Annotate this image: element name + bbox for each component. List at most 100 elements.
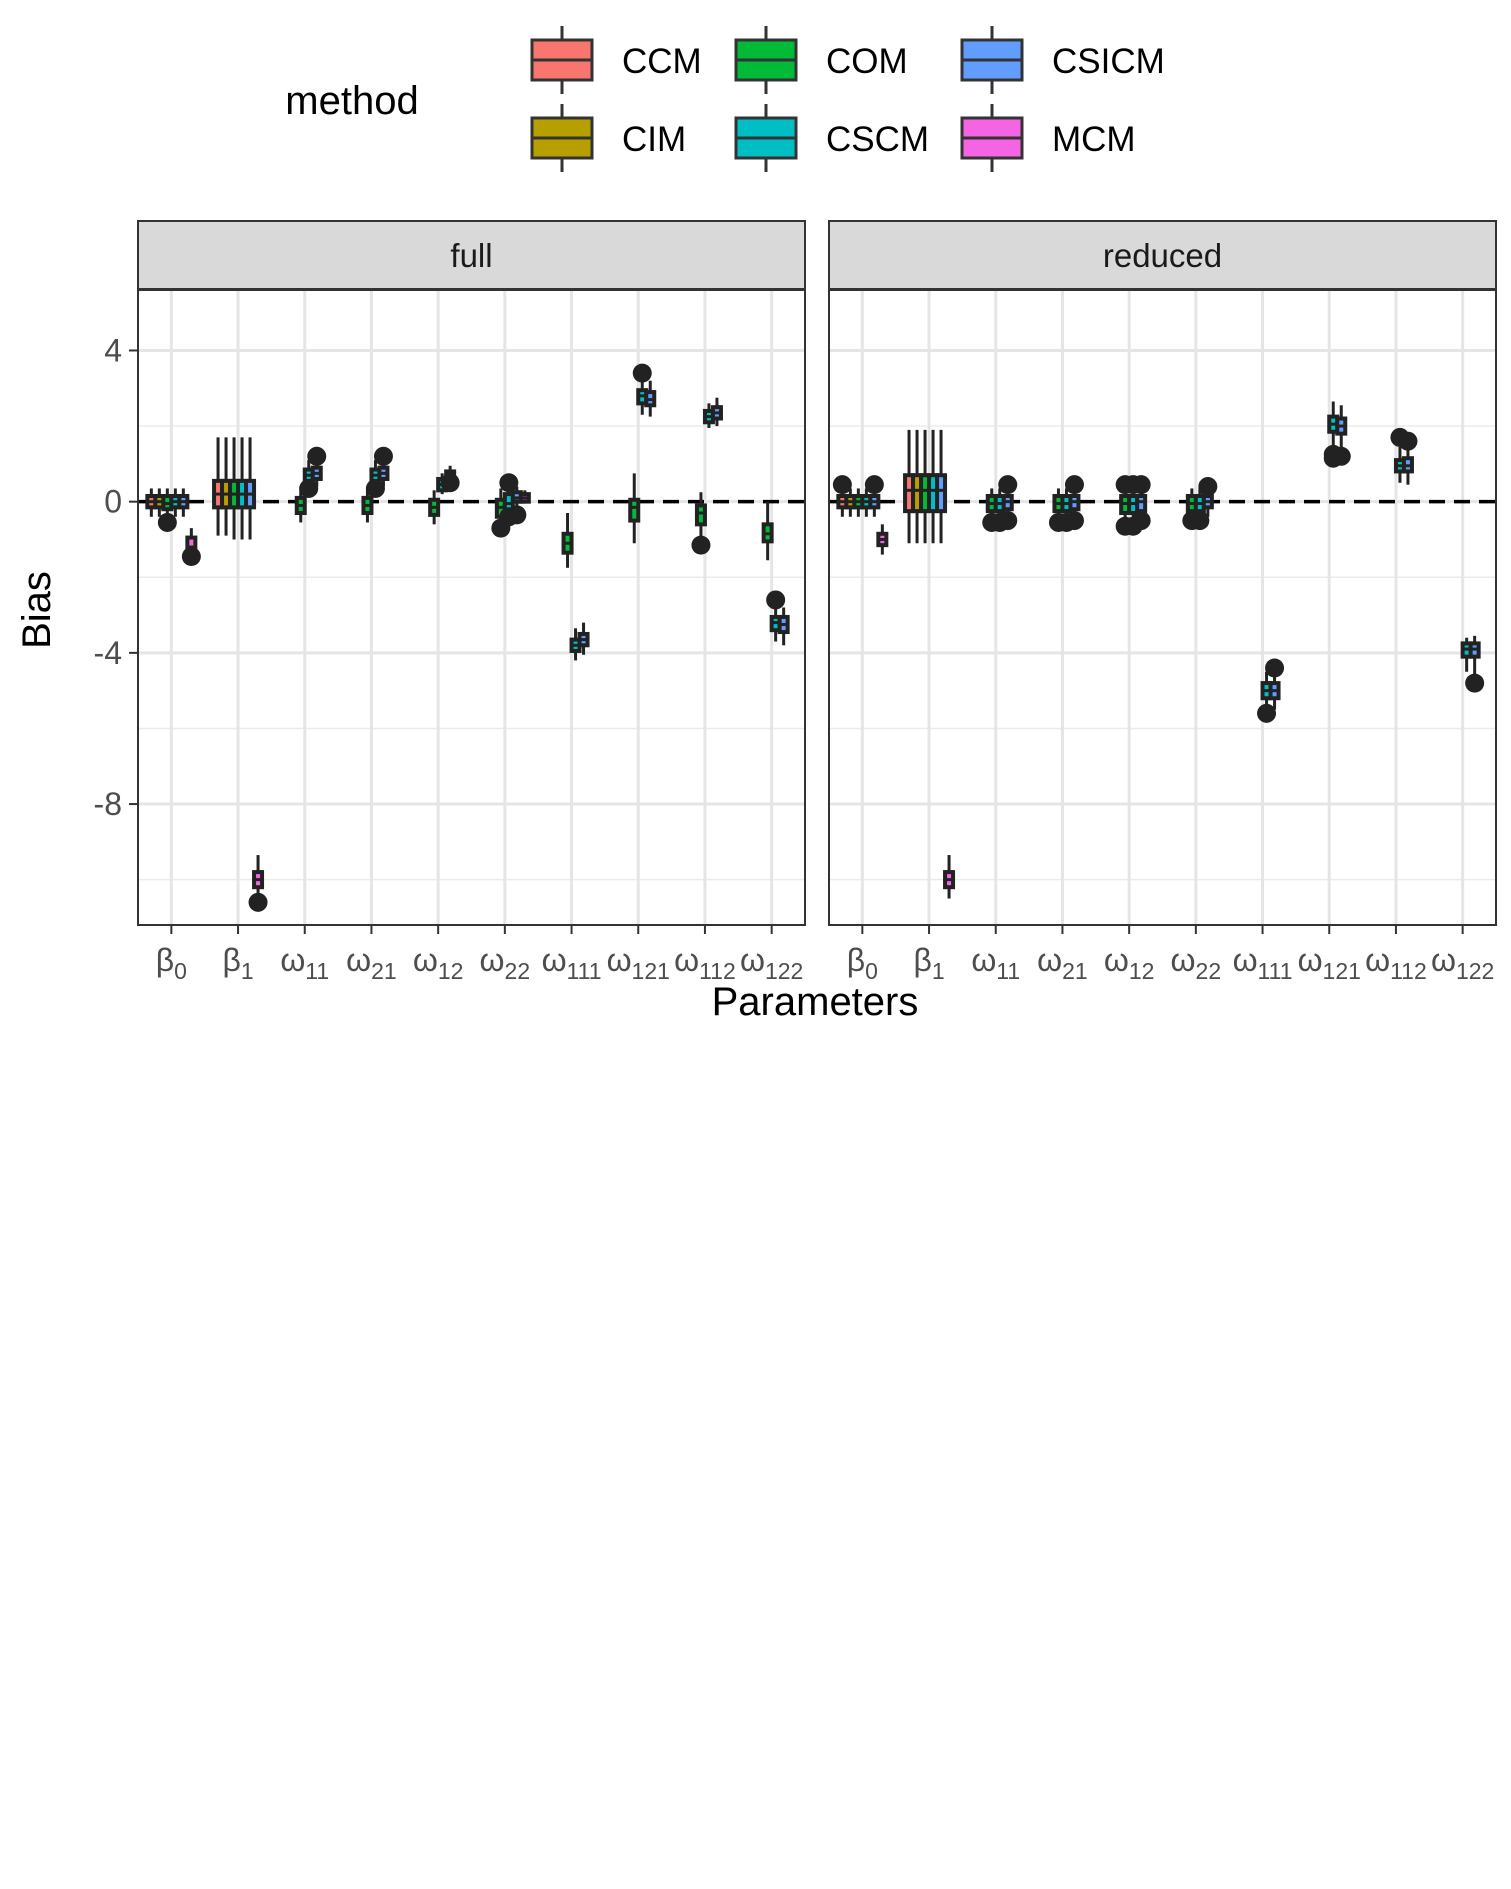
panel-title: full xyxy=(450,237,492,274)
box-csicm xyxy=(507,486,527,525)
outlier-point xyxy=(248,892,268,912)
box-csicm xyxy=(244,437,257,540)
panel-strip xyxy=(137,220,806,290)
box-com xyxy=(428,490,441,525)
box-mcm xyxy=(876,524,889,555)
box xyxy=(628,497,641,523)
box-csicm xyxy=(710,397,723,427)
box-csicm xyxy=(644,380,657,417)
box-mcm xyxy=(518,490,531,504)
x-tick-label: β0 xyxy=(847,942,878,984)
gridlines xyxy=(829,290,1496,925)
x-axis: β0 β1 ω11 ω21 ω12 ω22 ω111 ω121 ω112 ω122 xyxy=(847,925,1494,984)
x-tick-label: ω112 xyxy=(1365,942,1427,984)
box-cscm xyxy=(1257,671,1277,723)
box-csicm xyxy=(1131,475,1151,531)
box-csicm xyxy=(373,446,393,487)
y-tick-label: 4 xyxy=(104,332,122,368)
outlier-point xyxy=(832,475,852,495)
x-tick-label: β1 xyxy=(222,942,253,984)
legend-label: COM xyxy=(826,42,908,81)
outlier-point xyxy=(1265,658,1285,678)
outlier-point xyxy=(864,475,884,495)
box-mcm xyxy=(248,855,268,912)
legend-entry-csicm: CSICM xyxy=(960,26,1165,94)
panel-border xyxy=(137,289,806,926)
box-com xyxy=(628,473,641,544)
y-tick-label: -4 xyxy=(94,635,122,671)
panel-reduced: reduced β0 β1 ω11 ω21 ω12 ω22 ω111 ω121 ω112 ω122 xyxy=(828,220,1497,984)
outlier-point xyxy=(157,512,177,532)
x-tick-label: ω11 xyxy=(971,942,1020,984)
legend-label: MCM xyxy=(1052,120,1136,159)
outlier-point xyxy=(1064,511,1084,531)
outlier-point xyxy=(1064,475,1084,495)
outlier-point xyxy=(307,446,327,466)
outlier-point xyxy=(1198,477,1218,497)
legend: method CCM COM CSICM CIM CSCM MCM xyxy=(285,26,1165,172)
legend-entry-cim: CIM xyxy=(530,104,686,172)
x-tick-label: ω21 xyxy=(346,942,397,984)
x-axis: β0 β1 ω11 ω21 ω12 ω22 ω111 ω121 ω112 ω122 xyxy=(156,925,803,984)
outlier-point xyxy=(766,590,786,610)
legend-entry-mcm: MCM xyxy=(960,104,1136,172)
legend-label: CIM xyxy=(622,120,686,159)
x-tick-label: ω21 xyxy=(1037,942,1088,984)
legend-label: CCM xyxy=(622,42,702,81)
outlier-point xyxy=(1190,511,1210,531)
box xyxy=(1135,493,1148,514)
legend-label: CSICM xyxy=(1052,42,1165,81)
outlier-point xyxy=(507,505,527,525)
plot-area xyxy=(138,290,805,925)
box-com xyxy=(561,513,574,568)
legend-title: method xyxy=(285,79,418,123)
legend-entry-cscm: CSCM xyxy=(734,104,929,172)
x-tick-label: ω12 xyxy=(413,942,464,984)
y-axis-title: Bias xyxy=(15,571,59,649)
box-csicm xyxy=(1331,405,1351,466)
x-tick-label: ω122 xyxy=(740,942,803,984)
box-mcm xyxy=(181,528,201,566)
x-tick-label: ω121 xyxy=(1298,942,1361,984)
outlier-point xyxy=(632,363,652,383)
box-csicm xyxy=(440,465,460,493)
box-cscm xyxy=(365,460,385,498)
box-csicm xyxy=(935,429,948,544)
box xyxy=(935,473,948,514)
box-csicm xyxy=(1265,658,1285,710)
outlier-point xyxy=(1465,673,1485,693)
box-cscm xyxy=(632,363,652,415)
box-csicm xyxy=(864,475,884,517)
outlier-point xyxy=(373,446,393,466)
x-tick-label: ω111 xyxy=(542,942,602,984)
outlier-point xyxy=(365,478,385,498)
outlier-point xyxy=(1131,511,1151,531)
box xyxy=(694,503,707,527)
outlier-point xyxy=(998,475,1018,495)
y-axis: 4 0 -4 -8 xyxy=(94,332,138,822)
x-tick-label: β1 xyxy=(913,942,944,984)
outlier-point xyxy=(1257,703,1277,723)
panel-border xyxy=(828,289,1497,926)
box-csicm xyxy=(998,475,1018,531)
panel-full: full β0 β1 ω11 ω21 ω12 ω22 ω111 ω121 ω112 ω122 4 0 -4… xyxy=(94,220,806,984)
x-tick-label: ω122 xyxy=(1431,942,1494,984)
panel-title: reduced xyxy=(1103,237,1222,274)
x-axis-title: Parameters xyxy=(712,980,919,1024)
box-csicm xyxy=(177,488,190,517)
outlier-point xyxy=(998,511,1018,531)
boxplots xyxy=(832,401,1485,899)
outlier-point xyxy=(499,473,519,493)
outlier-point xyxy=(1131,475,1151,495)
legend-entry-com: COM xyxy=(734,26,908,94)
x-tick-label: ω121 xyxy=(607,942,670,984)
outlier-point xyxy=(691,535,711,555)
box-csicm xyxy=(307,446,327,487)
x-tick-label: ω22 xyxy=(480,942,531,984)
box-com xyxy=(691,492,711,555)
outlier-point xyxy=(181,546,201,566)
x-tick-label: ω11 xyxy=(280,942,329,984)
legend-entry-ccm: CCM xyxy=(530,26,702,94)
